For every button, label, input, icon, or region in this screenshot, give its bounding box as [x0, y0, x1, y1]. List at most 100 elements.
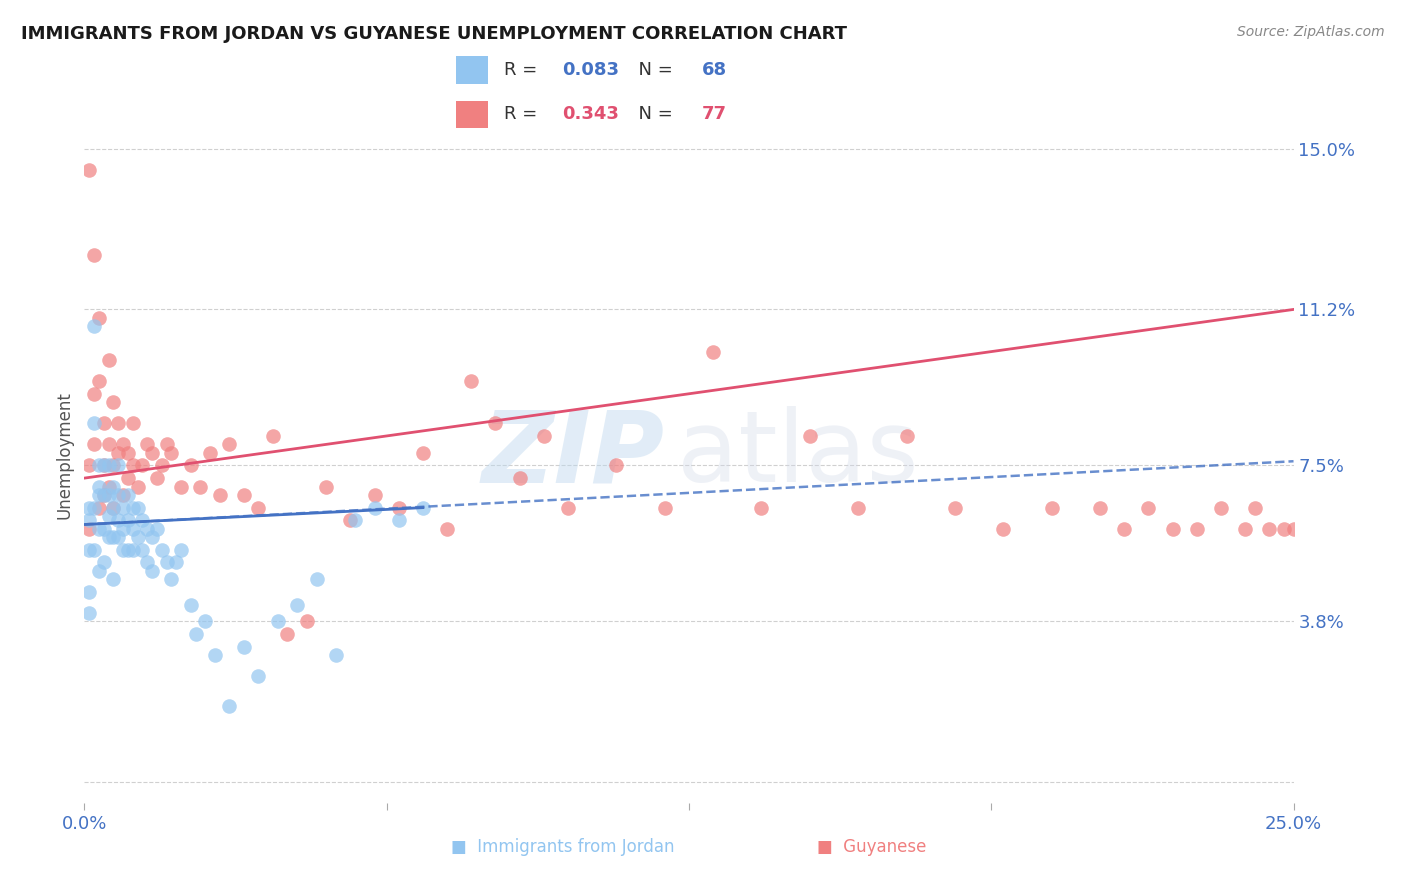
Point: [131, 458, 153, 473]
Point: [87, 500, 110, 515]
Point: [150, 542, 173, 557]
Point: [93, 417, 115, 431]
Point: [1282, 522, 1305, 536]
Point: [93, 488, 115, 502]
Text: 0.083: 0.083: [562, 62, 620, 79]
Point: [160, 572, 183, 586]
Point: [267, 615, 290, 629]
Text: 0.343: 0.343: [562, 105, 620, 123]
Point: [131, 513, 153, 527]
Point: [363, 500, 385, 515]
Point: [208, 488, 231, 502]
Point: [83, 437, 105, 451]
Point: [97, 479, 120, 493]
Point: [97, 488, 120, 502]
Point: [121, 417, 143, 431]
Point: [1114, 522, 1136, 536]
Point: [146, 471, 169, 485]
Point: [509, 471, 531, 485]
Point: [325, 648, 347, 663]
Point: [112, 522, 135, 536]
Point: [87, 564, 110, 578]
Text: 77: 77: [702, 105, 727, 123]
Point: [1258, 522, 1281, 536]
Text: atlas: atlas: [676, 407, 918, 503]
Point: [180, 458, 202, 473]
Point: [93, 458, 115, 473]
Point: [180, 598, 202, 612]
Point: [103, 479, 125, 493]
Point: [141, 446, 163, 460]
Point: [155, 437, 177, 451]
Point: [103, 458, 125, 473]
Point: [121, 500, 143, 515]
Point: [285, 598, 308, 612]
Text: ZIP: ZIP: [482, 407, 665, 503]
Point: [121, 522, 143, 536]
Point: [412, 500, 434, 515]
Point: [93, 522, 115, 536]
Point: [160, 446, 183, 460]
Point: [198, 446, 221, 460]
Point: [77, 500, 100, 515]
Point: [1161, 522, 1184, 536]
Point: [339, 513, 361, 527]
Point: [344, 513, 367, 527]
Point: [93, 556, 115, 570]
Point: [846, 500, 869, 515]
Point: [83, 542, 105, 557]
Point: [1234, 522, 1257, 536]
Point: [117, 513, 139, 527]
Point: [77, 458, 100, 473]
Point: [77, 585, 100, 599]
Point: [305, 572, 328, 586]
Point: [141, 530, 163, 544]
Point: [247, 500, 270, 515]
Point: [103, 530, 125, 544]
Point: [97, 437, 120, 451]
Point: [136, 437, 159, 451]
Point: [363, 488, 385, 502]
Point: [97, 353, 120, 368]
Point: [112, 437, 135, 451]
Point: [103, 572, 125, 586]
Point: [751, 500, 773, 515]
Point: [262, 429, 284, 443]
Point: [77, 542, 100, 557]
Point: [112, 500, 135, 515]
Point: [799, 429, 821, 443]
Point: [97, 458, 120, 473]
Point: [233, 640, 256, 654]
Point: [276, 627, 298, 641]
Point: [107, 488, 129, 502]
Point: [83, 319, 105, 334]
Text: R =: R =: [505, 62, 543, 79]
Point: [93, 458, 115, 473]
Point: [83, 247, 105, 261]
FancyBboxPatch shape: [456, 101, 488, 128]
Text: N =: N =: [627, 62, 679, 79]
Point: [127, 479, 149, 493]
Point: [194, 615, 217, 629]
Point: [117, 471, 139, 485]
Point: [388, 513, 411, 527]
Point: [190, 479, 212, 493]
Point: [121, 542, 143, 557]
FancyBboxPatch shape: [456, 56, 488, 84]
Point: [1137, 500, 1160, 515]
Point: [605, 458, 627, 473]
Point: [388, 500, 411, 515]
Point: [993, 522, 1015, 536]
Point: [412, 446, 434, 460]
Point: [83, 500, 105, 515]
Point: [436, 522, 458, 536]
Text: ■  Immigrants from Jordan: ■ Immigrants from Jordan: [451, 838, 673, 856]
Point: [184, 627, 207, 641]
Point: [146, 522, 169, 536]
Point: [117, 446, 139, 460]
Point: [233, 488, 256, 502]
Point: [87, 522, 110, 536]
Point: [896, 429, 918, 443]
Point: [103, 395, 125, 409]
Point: [247, 669, 270, 683]
